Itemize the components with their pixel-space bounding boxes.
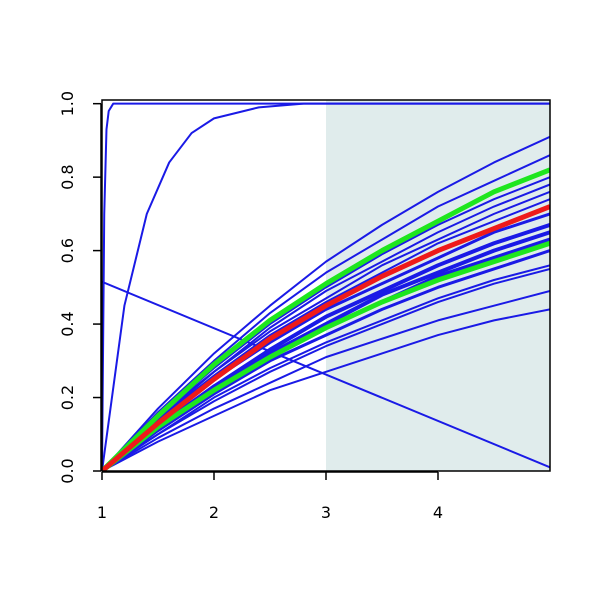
series-line <box>102 290 550 472</box>
series-line <box>102 102 550 472</box>
y-tick-label: 1.0 <box>58 91 77 116</box>
series-line <box>102 154 550 472</box>
plot-frame <box>101 99 551 472</box>
x-tick-label: 3 <box>321 503 331 522</box>
y-tick-label: 0.4 <box>58 311 77 336</box>
lines-layer <box>102 102 550 472</box>
series-line <box>102 264 550 472</box>
x-tick-label: 1 <box>97 503 107 522</box>
series-line <box>102 268 550 472</box>
series-line <box>102 280 550 469</box>
y-tick-label: 0.0 <box>58 458 77 483</box>
y-tick-label: 0.6 <box>58 238 77 263</box>
series-line <box>102 102 550 472</box>
series-line <box>102 240 550 472</box>
x-tick-label: 2 <box>209 503 219 522</box>
series-line <box>102 167 550 472</box>
series-line <box>102 249 550 472</box>
x-tick-label: 4 <box>433 503 443 522</box>
series-line <box>102 135 550 472</box>
axes-layer: 1 2 3 4 0.0 0.2 0.4 0.6 0.8 1.0 <box>58 91 551 522</box>
y-tick-label: 0.8 <box>58 164 77 189</box>
y-tick-label: 0.2 <box>58 385 77 410</box>
series-line <box>102 198 550 472</box>
series-line <box>102 308 550 472</box>
series-line <box>102 204 550 472</box>
